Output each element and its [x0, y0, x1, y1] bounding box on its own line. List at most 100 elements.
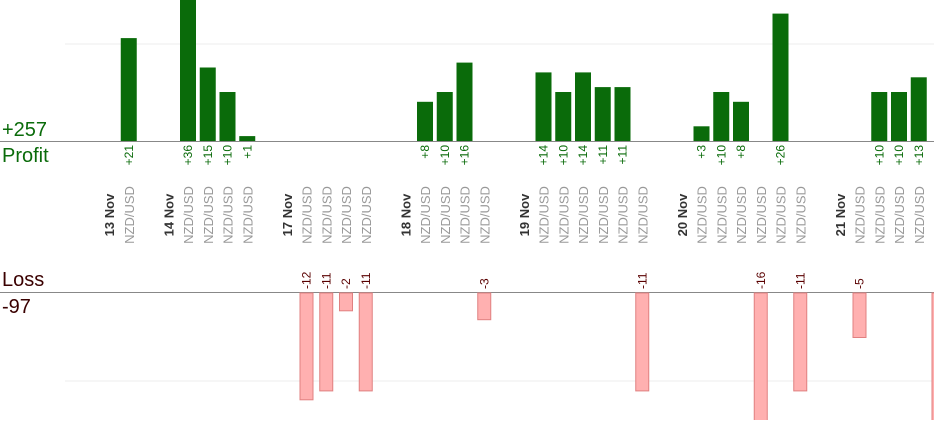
loss-value-label: -2: [339, 278, 353, 289]
profit-bar: [239, 136, 255, 141]
profit-value-label: +10: [221, 145, 235, 166]
loss-bar: [853, 293, 866, 338]
loss-value-label: -5: [853, 278, 867, 289]
pair-label: NZD/USD: [556, 186, 571, 244]
profit-value-label: +16: [458, 145, 472, 166]
date-label: 20 Nov: [675, 193, 690, 236]
profit-value-label: +10: [556, 145, 570, 166]
profit-bar: [457, 63, 473, 141]
profit-bar: [121, 38, 137, 141]
date-label: 21 Nov: [833, 193, 848, 236]
profit-bar: [437, 92, 453, 141]
pair-label: NZD/USD: [319, 186, 334, 244]
pair-label: NZD/USD: [872, 186, 887, 244]
profit-label: Profit: [2, 145, 49, 167]
pair-label: NZD/USD: [537, 186, 552, 244]
profit-value-label: +1: [240, 145, 254, 159]
loss-bar: [754, 293, 767, 420]
loss-bar: [320, 293, 333, 391]
profit-total: +257: [2, 119, 47, 141]
profit-bar: [417, 102, 433, 141]
profit-value-label: +10: [438, 145, 452, 166]
pair-label: NZD/USD: [853, 186, 868, 244]
pair-label: NZD/USD: [418, 186, 433, 244]
profit-bar: [200, 68, 216, 142]
profit-value-label: +11: [616, 145, 630, 165]
profit-value-label: +26: [774, 145, 788, 166]
loss-value-label: -11: [359, 272, 373, 289]
pair-label: NZD/USD: [477, 186, 492, 244]
profit-value-label: +21: [122, 145, 136, 166]
profit-value-label: +14: [576, 145, 590, 166]
profit-value-label: +10: [892, 145, 906, 166]
pair-label: NZD/USD: [122, 186, 137, 244]
pair-label: NZD/USD: [754, 186, 769, 244]
pair-label: NZD/USD: [892, 186, 907, 244]
pair-label: NZD/USD: [359, 186, 374, 244]
loss-bar: [340, 293, 353, 311]
pair-label: NZD/USD: [695, 186, 710, 244]
profit-value-label: +10: [714, 145, 728, 166]
pair-label: NZD/USD: [181, 186, 196, 244]
profit-bar: [575, 72, 591, 141]
profit-bar: [555, 92, 571, 141]
loss-value-label: -11: [635, 272, 649, 289]
profit-value-label: +3: [695, 145, 709, 159]
pair-label: NZD/USD: [438, 186, 453, 244]
loss-label: Loss: [2, 269, 44, 291]
profit-bar: [615, 87, 631, 141]
pair-label: NZD/USD: [793, 186, 808, 244]
profit-value-label: +8: [418, 145, 432, 159]
loss-value-label: -3: [477, 278, 491, 289]
profit-value-label: +8: [734, 145, 748, 159]
loss-bar: [359, 293, 372, 391]
pair-label: NZD/USD: [616, 186, 631, 244]
profit-value-label: +36: [181, 145, 195, 166]
loss-value-label: -11: [319, 272, 333, 289]
profit-value-label: +11: [596, 145, 610, 165]
pair-label: NZD/USD: [596, 186, 611, 244]
loss-bar: [478, 293, 491, 320]
profit-bar: [694, 126, 710, 141]
profit-bar: [713, 92, 729, 141]
profit-value-label: +10: [872, 145, 886, 166]
date-label: 14 Nov: [161, 193, 176, 236]
loss-bar: [794, 293, 807, 391]
profit-value-label: +13: [912, 145, 926, 166]
profit-bar: [595, 87, 611, 141]
loss-value-label: -12: [300, 271, 314, 289]
date-label: 19 Nov: [517, 193, 532, 236]
profit-bar: [536, 72, 552, 141]
pair-label: NZD/USD: [201, 186, 216, 244]
pair-label: NZD/USD: [774, 186, 789, 244]
profit-value-label: +15: [201, 145, 215, 166]
pair-label: NZD/USD: [912, 186, 927, 244]
pair-label: NZD/USD: [339, 186, 354, 244]
date-label: 18 Nov: [398, 193, 413, 236]
pair-label: NZD/USD: [458, 186, 473, 244]
profit-bar: [891, 92, 907, 141]
date-label: 13 Nov: [102, 193, 117, 236]
loss-value-label: -11: [793, 272, 807, 289]
date-label: 17 Nov: [280, 193, 295, 236]
pair-label: NZD/USD: [714, 186, 729, 244]
pair-label: NZD/USD: [240, 186, 255, 244]
loss-value-label: -16: [754, 271, 768, 289]
profit-bar: [220, 92, 236, 141]
loss-bar: [300, 293, 313, 400]
pair-label: NZD/USD: [576, 186, 591, 244]
pair-label: NZD/USD: [635, 186, 650, 244]
profit-value-label: +14: [537, 145, 551, 166]
pair-label: NZD/USD: [300, 186, 315, 244]
profit-bar: [180, 0, 196, 141]
pair-label: NZD/USD: [734, 186, 749, 244]
profit-bar: [733, 102, 749, 141]
pair-label: NZD/USD: [221, 186, 236, 244]
loss-total: -97: [2, 296, 31, 318]
profit-bar: [871, 92, 887, 141]
loss-bar: [636, 293, 649, 391]
profit-bar: [911, 77, 927, 141]
profit-bar: [773, 14, 789, 141]
